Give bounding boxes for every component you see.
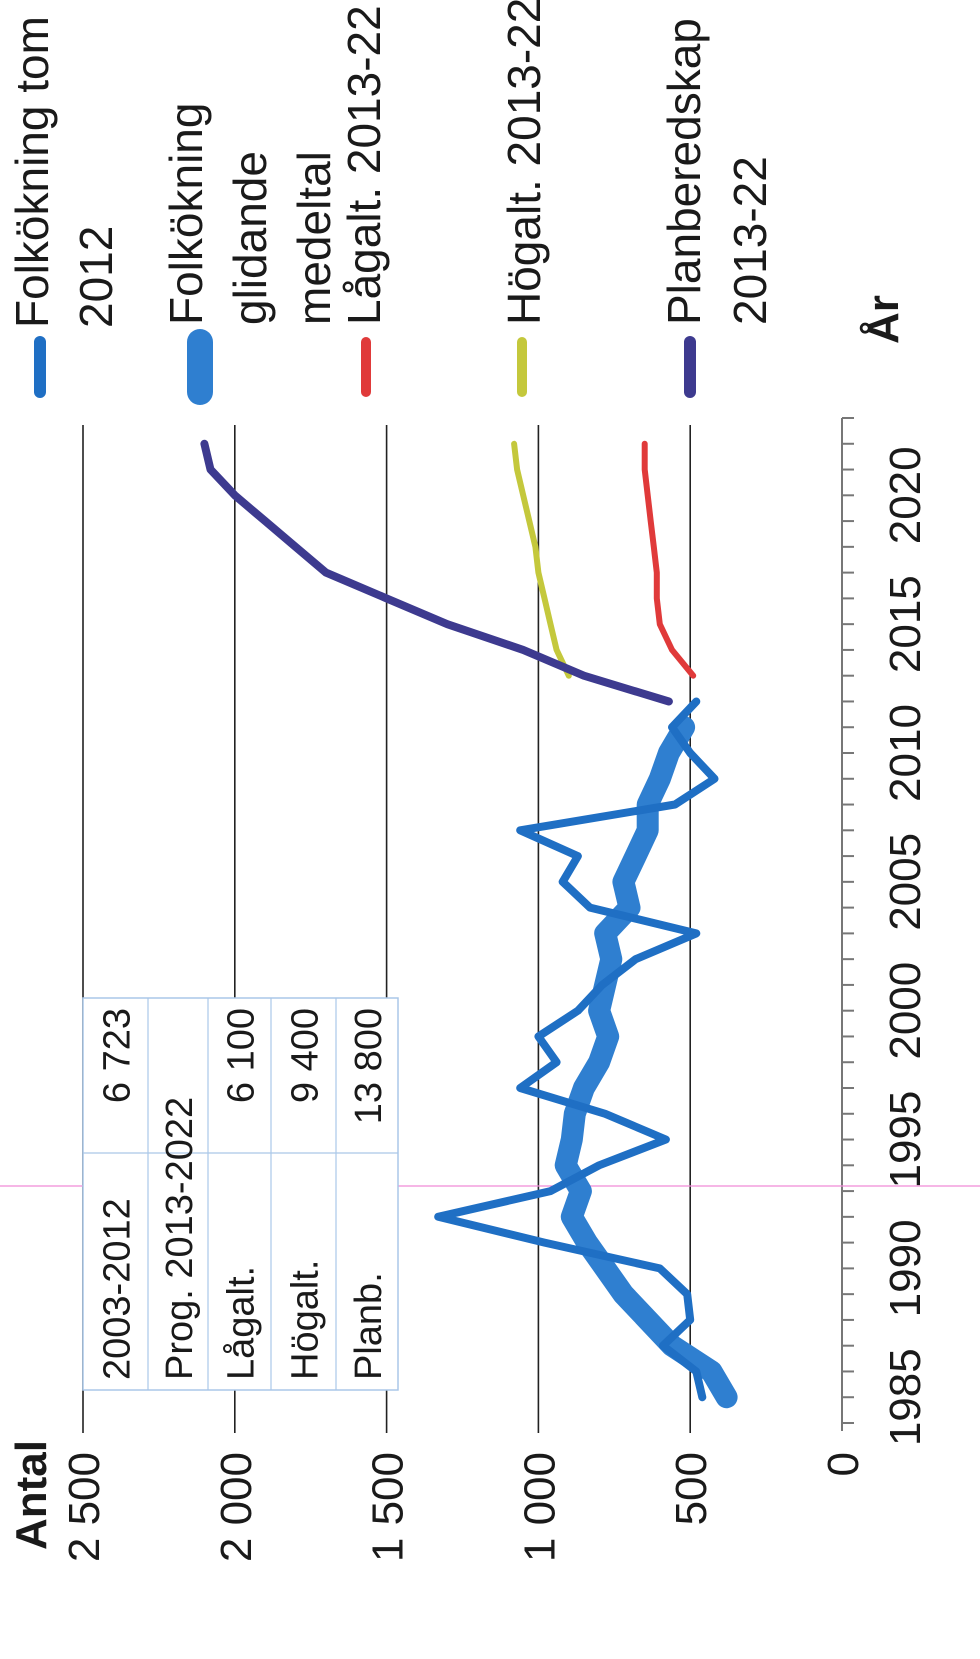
y-tick-label: 500 (667, 1452, 716, 1525)
legend-label: glidande (224, 151, 276, 325)
x-tick-label: 2020 (881, 446, 930, 544)
legend-label: Lågalt. 2013-22 (338, 5, 390, 325)
table-value: 9 400 (285, 1008, 327, 1103)
y-tick-label: 2 000 (212, 1452, 261, 1562)
series-line-4 (200, 439, 673, 706)
x-axis (0, 417, 980, 1431)
axis-titles: Antal År (7, 295, 908, 1550)
table-label: Planb. (348, 1272, 390, 1380)
table-value: 13 800 (348, 1008, 390, 1124)
table-label: Högalt. (285, 1260, 327, 1380)
legend-label: 2012 (70, 226, 122, 328)
y-axis-title: Antal (7, 1440, 56, 1550)
x-tick-label: 1990 (881, 1219, 930, 1317)
legend-label: Högalt. 2013-22 (498, 0, 550, 325)
y-tick-label: 1 500 (364, 1452, 413, 1562)
legend-label: 2013-22 (724, 156, 776, 325)
y-tick-label: 2 500 (60, 1452, 109, 1562)
x-tick-label: 1985 (881, 1348, 930, 1446)
x-axis-ticks: 1985 1990 1995 2000 2005 2010 2015 2020 (881, 446, 930, 1446)
x-tick-label: 1995 (881, 1091, 930, 1189)
series-line-1 (554, 716, 738, 1409)
table-value: 6 100 (221, 1008, 263, 1103)
series-line-2 (641, 440, 697, 679)
legend-label: medeltal (288, 151, 340, 325)
series-line-3 (511, 440, 572, 679)
legend-label: Folkökning (160, 103, 212, 325)
table-label: Prog. 2013-2022 (159, 1097, 201, 1380)
series-lines (200, 439, 738, 1409)
summary-table: 2003-2012 6 723 Prog. 2013-2022 Lågalt. 6 10… (82, 997, 399, 1391)
legend-label: Planberedskap (658, 18, 710, 325)
x-tick-label: 2000 (881, 962, 930, 1060)
legend: Folkökning tom 2012 Folkökning glidande mede… (6, 0, 776, 405)
table-border (82, 997, 399, 1391)
legend-label: Folkökning tom (6, 16, 58, 328)
y-tick-label: 1 000 (515, 1452, 564, 1562)
x-tick-label: 2015 (881, 575, 930, 673)
x-axis-title: År (859, 295, 908, 344)
y-tick-label: 0 (819, 1452, 868, 1476)
x-tick-label: 2010 (881, 704, 930, 802)
y-axis-ticks: 0 500 1 000 1 500 2 000 2 500 (60, 1452, 868, 1562)
series-line-0 (434, 697, 719, 1402)
table-label: Lågalt. (221, 1266, 263, 1380)
table-label: 2003-2012 (97, 1198, 139, 1380)
table-value: 6 723 (97, 1008, 139, 1103)
x-tick-label: 2005 (881, 833, 930, 931)
